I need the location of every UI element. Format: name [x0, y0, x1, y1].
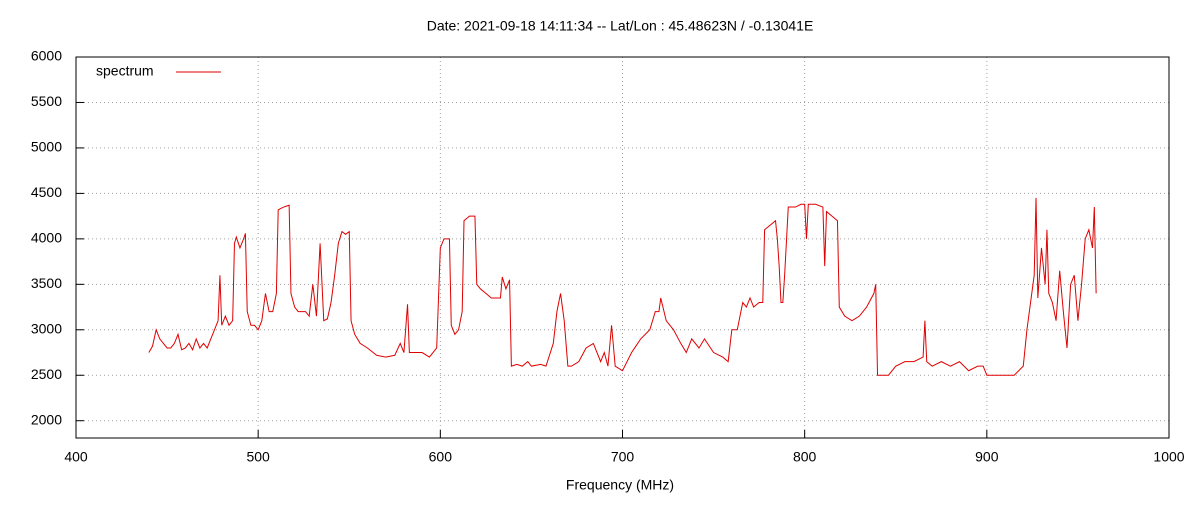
- x-tick-label: 400: [64, 449, 88, 465]
- y-tick-label: 2500: [31, 366, 62, 382]
- legend-label: spectrum: [96, 63, 154, 79]
- chart-title: Date: 2021-09-18 14:11:34 -- Lat/Lon : 4…: [427, 18, 814, 34]
- x-tick-label: 500: [246, 449, 270, 465]
- x-tick-label: 600: [429, 449, 453, 465]
- y-tick-label: 3500: [31, 275, 62, 291]
- y-tick-label: 4500: [31, 184, 62, 200]
- x-tick-label: 800: [793, 449, 817, 465]
- x-tick-label: 900: [975, 449, 999, 465]
- x-tick-label: 1000: [1153, 449, 1184, 465]
- y-tick-label: 2000: [31, 411, 62, 427]
- data-line: [148, 197, 1097, 376]
- y-tick-label: 4000: [31, 230, 62, 246]
- y-tick-label: 5000: [31, 139, 62, 155]
- y-tick-label: 6000: [31, 48, 62, 64]
- y-tick-label: 5500: [31, 93, 62, 109]
- x-axis-label: Frequency (MHz): [566, 477, 674, 493]
- plot-frame: [75, 56, 1170, 439]
- x-tick-label: 700: [611, 449, 635, 465]
- y-tick-label: 3000: [31, 320, 62, 336]
